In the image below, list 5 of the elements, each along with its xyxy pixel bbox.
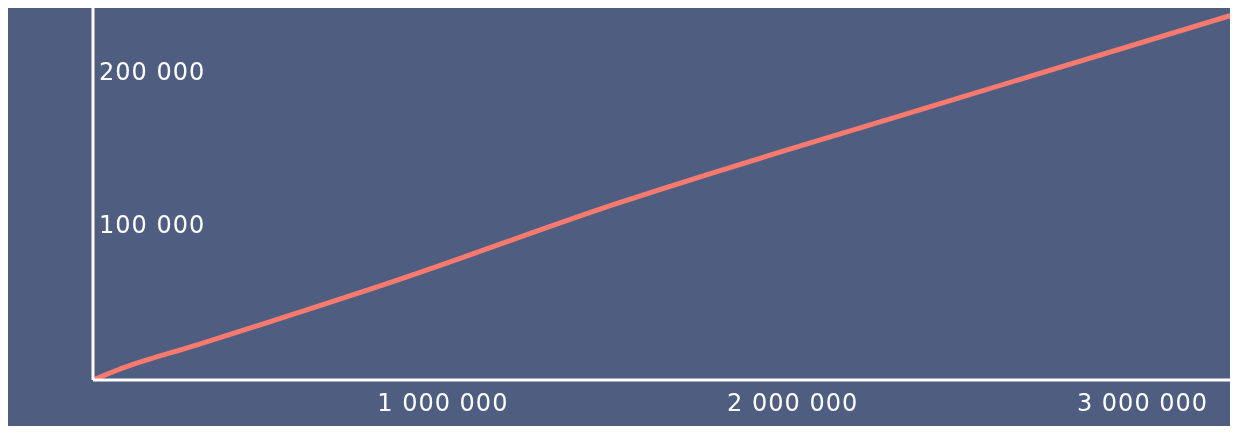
y-tick-label: 200 000 xyxy=(99,57,206,86)
x-tick-label: 1 000 000 xyxy=(377,389,509,417)
x-tick-label: 2 000 000 xyxy=(727,389,859,417)
y-tick-label: 100 000 xyxy=(99,211,206,240)
x-tick-label: 3 000 000 xyxy=(1076,389,1209,417)
